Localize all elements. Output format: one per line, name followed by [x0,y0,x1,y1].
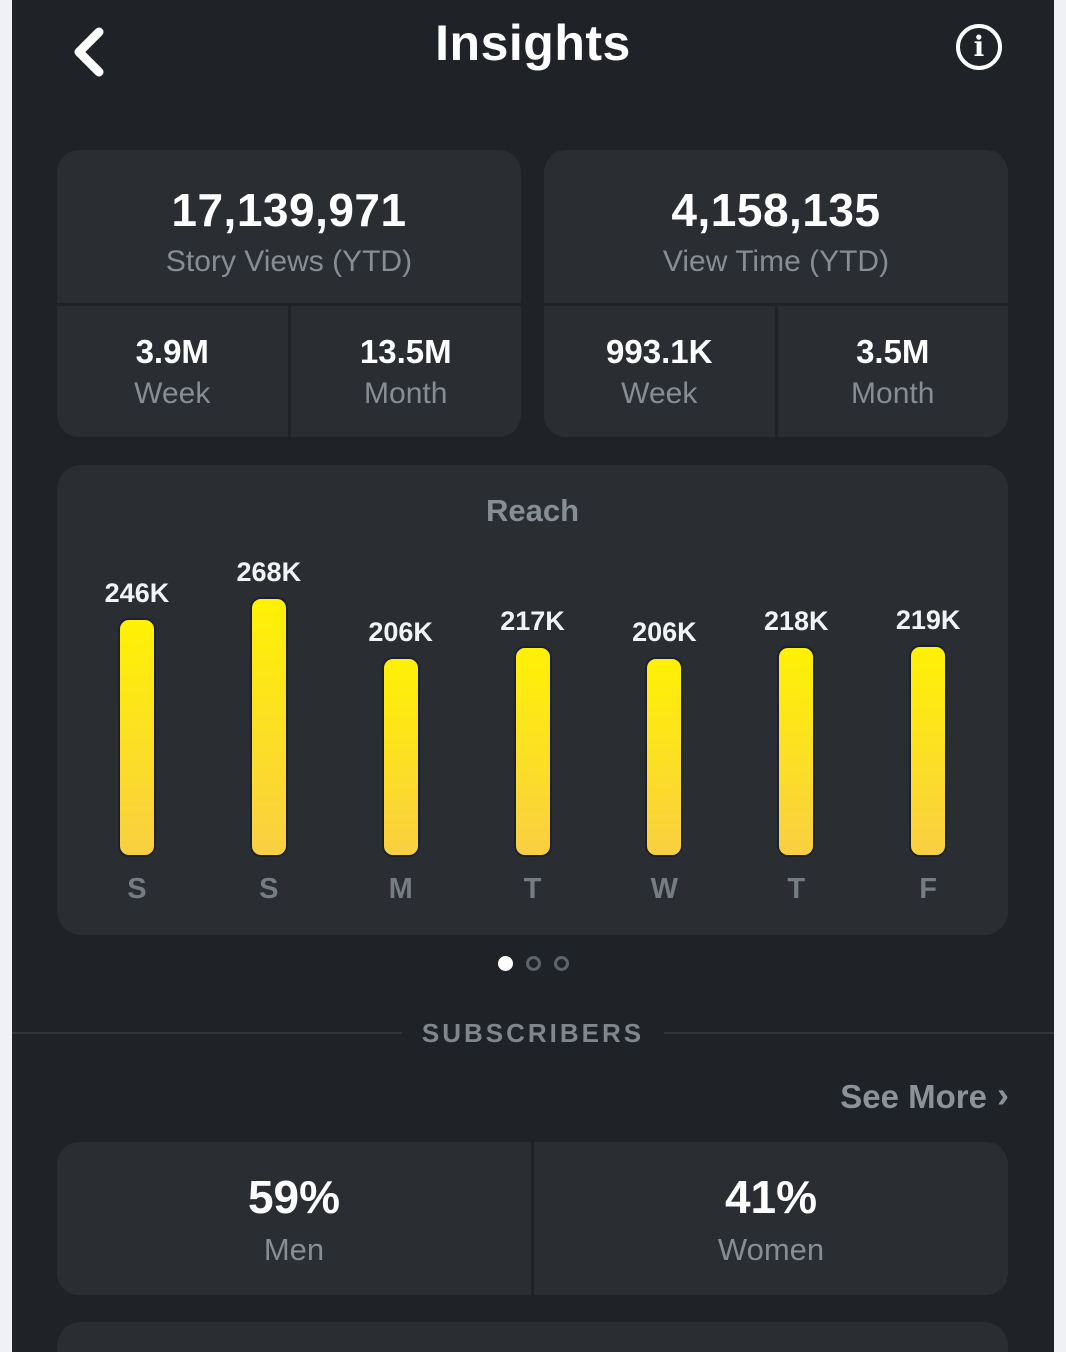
reach-bar [909,645,948,857]
bar-column: 268K S [203,555,335,915]
view-time-main: 4,158,135 View Time (YTD) [544,150,1008,303]
bar-column: 206K W [598,555,730,915]
bar-day-label: F [919,873,937,905]
back-chevron-icon [74,27,104,77]
chevron-right-icon: › [997,1074,1009,1115]
story-views-sub-row: 3.9M Week 13.5M Month [57,303,521,437]
view-time-week-cell: 993.1K Week [544,306,775,437]
subscribers-section-label: SUBSCRIBERS [421,1017,645,1048]
view-time-label: View Time (YTD) [662,244,890,278]
story-views-month-cell: 13.5M Month [287,306,522,437]
view-time-card: 4,158,135 View Time (YTD) 993.1K Week 3.… [544,150,1008,437]
reach-bar [249,597,288,857]
see-more-label: See More [840,1078,987,1115]
reach-bar [381,657,420,857]
carousel-dot-2[interactable] [525,956,541,971]
bar-value-label: 217K [500,606,565,636]
bar-value-label: 268K [236,557,302,587]
month-value: 3.5M [856,332,930,370]
women-percent: 41% [724,1170,818,1223]
back-button[interactable] [60,20,116,84]
reach-bar [513,646,552,857]
bar-value-label: 206K [632,617,697,647]
bar-column: 217K T [467,555,599,915]
reach-bar-chart: 246K S 268K S 206K M 217K T 206K W 218K T 219K F [71,555,994,915]
stat-card-row: 17,139,971 Story Views (YTD) 3.9M Week 1… [57,150,1008,437]
next-card-partial [57,1322,1008,1352]
chart-title: Reach [485,493,580,528]
view-time-value: 4,158,135 [671,183,881,236]
story-views-label: Story Views (YTD) [165,244,413,278]
insights-screen: Insights i 17,139,971 Story Views (YTD) … [12,0,1054,1352]
week-label: Week [134,376,211,410]
week-label: Week [621,376,698,410]
month-value: 13.5M [359,332,452,370]
bar-value-label: 218K [763,606,829,636]
carousel-dot-3[interactable] [553,956,569,971]
reach-bar [117,618,156,857]
month-label: Month [364,376,448,410]
bar-column: 246K S [71,555,203,915]
view-time-sub-row: 993.1K Week 3.5M Month [544,303,1008,437]
reach-bar [645,657,684,857]
men-percent: 59% [247,1170,341,1223]
carousel-dots [12,956,1054,971]
bar-column: 206K M [335,555,467,915]
men-label: Men [263,1231,325,1267]
bar-day-label: W [650,873,679,905]
week-value: 3.9M [135,332,209,370]
carousel-dot-1[interactable] [497,956,513,971]
story-views-value: 17,139,971 [171,183,407,236]
bar-value-label: 206K [368,617,433,647]
week-value: 993.1K [606,332,713,370]
header: Insights i [12,0,1054,110]
story-views-main: 17,139,971 Story Views (YTD) [57,150,521,303]
info-icon: i [973,30,985,63]
story-views-card: 17,139,971 Story Views (YTD) 3.9M Week 1… [57,150,521,437]
men-stat-cell: 59% Men [57,1142,531,1295]
subscribers-section-divider: SUBSCRIBERS [12,1018,1054,1048]
month-label: Month [851,376,935,410]
reach-bar [777,646,816,857]
bar-day-label: T [787,873,806,905]
bar-day-label: M [388,873,413,905]
divider-line-left [12,1032,402,1034]
story-views-week-cell: 3.9M Week [57,306,288,437]
bar-value-label: 246K [104,578,170,608]
info-button[interactable]: i [956,24,1002,70]
see-more-button[interactable]: See More › [840,1074,1009,1116]
women-label: Women [717,1231,825,1267]
reach-chart-card[interactable]: Reach 246K S 268K S 206K M 217K T 206K W 218K T 219K… [57,465,1008,935]
bar-day-label: S [127,873,147,905]
bar-column: 218K T [730,555,862,915]
bar-value-label: 219K [895,605,961,635]
women-stat-cell: 41% Women [531,1142,1008,1295]
gender-stats-card: 59% Men 41% Women [57,1142,1008,1295]
bar-day-label: T [523,873,542,905]
view-time-month-cell: 3.5M Month [774,306,1009,437]
page-title: Insights [435,15,631,71]
bar-day-label: S [259,873,279,905]
bar-column: 219K F [862,555,994,915]
divider-line-right [664,1032,1054,1034]
